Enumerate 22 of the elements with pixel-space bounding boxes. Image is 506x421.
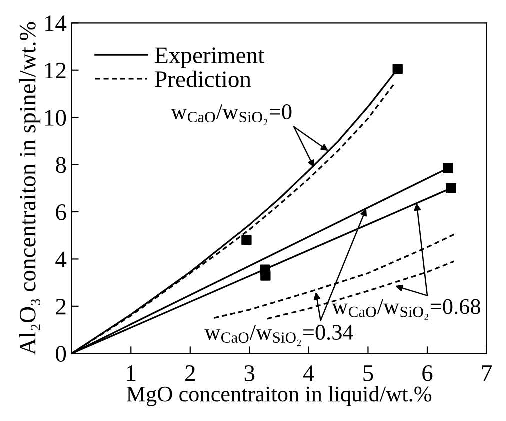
x-tick-label: 5 <box>364 366 374 382</box>
annotation: w$_{CaO}$/w$_{SiO₂}$=0 <box>171 104 292 126</box>
y-tick-label: 8 <box>56 157 66 174</box>
x-tick-label: 7 <box>482 366 492 382</box>
annotation: w$_{CaO}$/w$_{SiO₂}$=0.68 <box>332 299 480 320</box>
x-tick-label: 4 <box>304 366 314 382</box>
y-tick-label: 6 <box>56 204 66 220</box>
y-tick-label: 14 <box>45 16 67 32</box>
y-axis-title: Al₂O₃ concentraiton in spinel/wt.% <box>19 22 41 356</box>
y-tick-label: 2 <box>56 298 66 315</box>
annotation: w$_{CaO}$/w$_{SiO₂}$=0.34 <box>204 325 354 346</box>
legend-label: Prediction <box>155 70 252 88</box>
x-axis-title: MgO concentraiton in liquid/wt.% <box>126 386 432 406</box>
x-tick-label: 3 <box>244 366 255 382</box>
y-tick-label: 10 <box>45 110 66 126</box>
y-tick-label: 0 <box>56 346 66 362</box>
y-tick-label: 4 <box>56 252 67 268</box>
x-tick-label: 2 <box>186 366 195 382</box>
y-tick-label: 12 <box>45 62 66 79</box>
legend-label: Experiment <box>155 48 264 68</box>
x-tick-label: 1 <box>127 366 136 382</box>
x-tick-label: 6 <box>422 366 433 382</box>
